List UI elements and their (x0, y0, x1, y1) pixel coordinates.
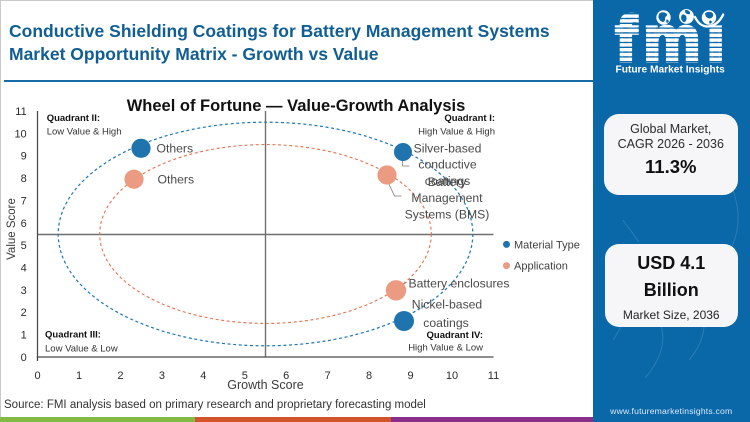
svg-text:Nickel-based: Nickel-based (412, 297, 482, 311)
svg-text:High Value & High: High Value & High (418, 127, 495, 138)
svg-text:1: 1 (76, 370, 82, 382)
svg-text:5: 5 (21, 240, 27, 252)
svg-text:8: 8 (366, 370, 372, 382)
svg-text:Management: Management (411, 191, 483, 205)
svg-text:Silver-based: Silver-based (414, 141, 482, 155)
svg-text:Battery enclosures: Battery enclosures (409, 276, 510, 290)
svg-text:0: 0 (21, 352, 27, 364)
svg-text:Future Market Insights: Future Market Insights (615, 65, 725, 76)
svg-text:3: 3 (159, 370, 165, 382)
svg-text:Systems (BMS): Systems (BMS) (405, 207, 490, 221)
svg-text:coatings: coatings (423, 316, 468, 330)
svg-text:Growth Score: Growth Score (227, 378, 303, 392)
svg-text:10: 10 (446, 370, 458, 382)
svg-text:Value Score: Value Score (6, 198, 18, 260)
svg-text:Battery: Battery (428, 175, 468, 189)
svg-text:Others: Others (157, 141, 194, 155)
svg-text:7: 7 (21, 195, 27, 207)
svg-text:6: 6 (21, 218, 27, 230)
svg-text:8: 8 (21, 173, 27, 185)
svg-text:Others: Others (158, 173, 195, 187)
svg-text:11: 11 (488, 370, 499, 382)
svg-text:9: 9 (21, 151, 27, 163)
svg-text:Quadrant II:: Quadrant II: (47, 113, 100, 124)
svg-text:3: 3 (21, 285, 27, 297)
svg-text:conductive: conductive (418, 158, 476, 172)
svg-text:Wheel of Fortune — Value-Growt: Wheel of Fortune — Value-Growth Analysis (127, 97, 466, 115)
svg-text:4: 4 (200, 370, 206, 382)
svg-text:0: 0 (34, 370, 40, 382)
svg-text:Material Type: Material Type (514, 239, 580, 251)
svg-text:coatings: coatings (425, 174, 470, 188)
svg-text:2: 2 (117, 370, 123, 382)
svg-text:6: 6 (283, 370, 289, 382)
svg-text:11: 11 (15, 106, 26, 118)
svg-text:Low Value & Low: Low Value & Low (45, 343, 118, 354)
svg-text:1: 1 (21, 330, 27, 342)
svg-text:2: 2 (21, 307, 27, 319)
svg-text:Quadrant I:: Quadrant I: (444, 113, 495, 124)
svg-text:Low Value & High: Low Value & High (47, 126, 122, 137)
svg-text:10: 10 (14, 128, 26, 140)
svg-text:Application: Application (514, 261, 568, 273)
svg-text:7: 7 (325, 370, 331, 382)
svg-text:4: 4 (21, 263, 27, 275)
svg-text:High Value & Low: High Value & Low (408, 343, 483, 354)
svg-text:Quadrant III:: Quadrant III: (45, 330, 101, 341)
svg-text:5: 5 (242, 370, 248, 382)
svg-text:Quadrant IV:: Quadrant IV: (427, 330, 483, 341)
svg-text:9: 9 (408, 370, 414, 382)
